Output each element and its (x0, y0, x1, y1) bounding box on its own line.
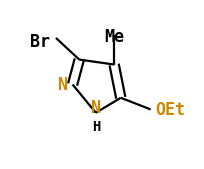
Text: OEt: OEt (154, 101, 184, 119)
Text: N: N (58, 76, 68, 93)
Text: Me: Me (104, 28, 124, 46)
Text: Br: Br (30, 33, 50, 51)
Text: N: N (90, 99, 100, 117)
Text: H: H (91, 119, 100, 134)
